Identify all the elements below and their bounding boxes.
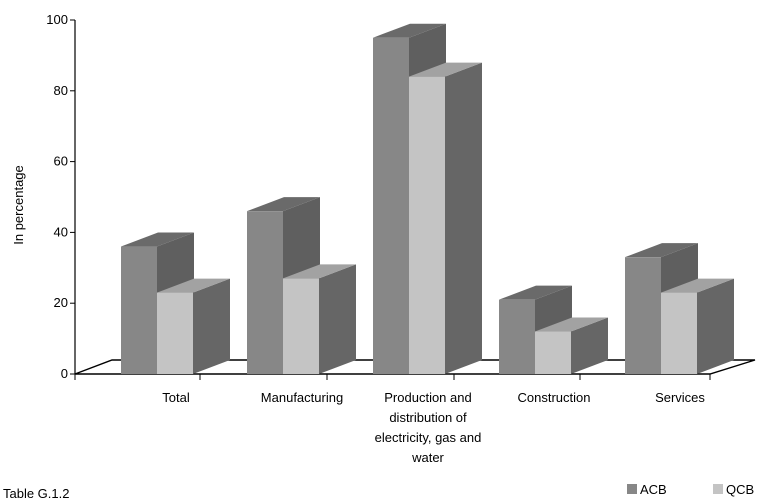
legend-swatch-acb — [627, 484, 637, 494]
y-axis-label: In percentage — [11, 165, 26, 245]
y-tick-label: 80 — [54, 83, 68, 98]
legend-label-acb: ACB — [640, 482, 667, 497]
bar-qcb — [535, 317, 608, 374]
y-tick-label: 40 — [54, 224, 68, 239]
y-tick-label: 100 — [46, 12, 68, 27]
x-category-label: Manufacturing — [261, 390, 343, 405]
y-tick-label: 0 — [61, 366, 68, 381]
bar-front-face — [283, 278, 319, 374]
x-category-label: Total — [162, 390, 190, 405]
bar-qcb — [409, 62, 482, 374]
legend-label-qcb: QCB — [726, 482, 754, 497]
chart-bars — [121, 23, 734, 374]
y-tick-label: 60 — [54, 154, 68, 169]
x-category-line: Services — [655, 390, 705, 405]
bar-side-face — [697, 278, 734, 374]
bar-front-face — [121, 246, 157, 374]
x-category-line: Manufacturing — [261, 390, 343, 405]
bar-side-face — [571, 317, 608, 374]
bar-front-face — [157, 292, 193, 374]
bar-top-face — [499, 285, 572, 300]
bar-top-face — [625, 243, 698, 258]
bar-top-face — [661, 278, 734, 293]
source-note: : Table G.1.2 — [0, 486, 69, 500]
bar-side-face — [319, 264, 356, 374]
bar-qcb — [283, 264, 356, 374]
bar-top-face — [247, 197, 320, 212]
x-category-line: Construction — [518, 390, 591, 405]
x-category-label: Production and distribution of electricity… — [375, 390, 482, 465]
x-category-line: Total — [162, 390, 190, 405]
x-category-line: Production and — [384, 390, 471, 405]
bar-top-face — [121, 232, 194, 247]
bar-front-face — [499, 299, 535, 374]
bar-front-face — [625, 257, 661, 374]
chart-legend: ACB QCB — [627, 482, 754, 497]
bar-top-face — [283, 264, 356, 279]
bar-front-face — [247, 211, 283, 374]
bar-top-face — [535, 317, 608, 332]
x-category-label: Services — [655, 390, 705, 405]
x-category-line: distribution of — [389, 410, 467, 425]
bar-side-face — [445, 62, 482, 374]
bar-top-face — [409, 62, 482, 77]
x-category-label: Construction — [518, 390, 591, 405]
bar-front-face — [535, 331, 571, 374]
y-tick-label: 20 — [54, 295, 68, 310]
bar-qcb — [661, 278, 734, 374]
bar-top-face — [157, 278, 230, 293]
bar-front-face — [373, 37, 409, 374]
bar-front-face — [409, 76, 445, 374]
chart-labels: Total Manufacturing Production and distribu… — [162, 390, 705, 465]
x-category-line: water — [411, 450, 444, 465]
x-category-line: electricity, gas and — [375, 430, 482, 445]
legend-swatch-qcb — [713, 484, 723, 494]
bar-top-face — [373, 23, 446, 38]
bar-side-face — [193, 278, 230, 374]
bar-front-face — [661, 292, 697, 374]
bar-qcb — [157, 278, 230, 374]
